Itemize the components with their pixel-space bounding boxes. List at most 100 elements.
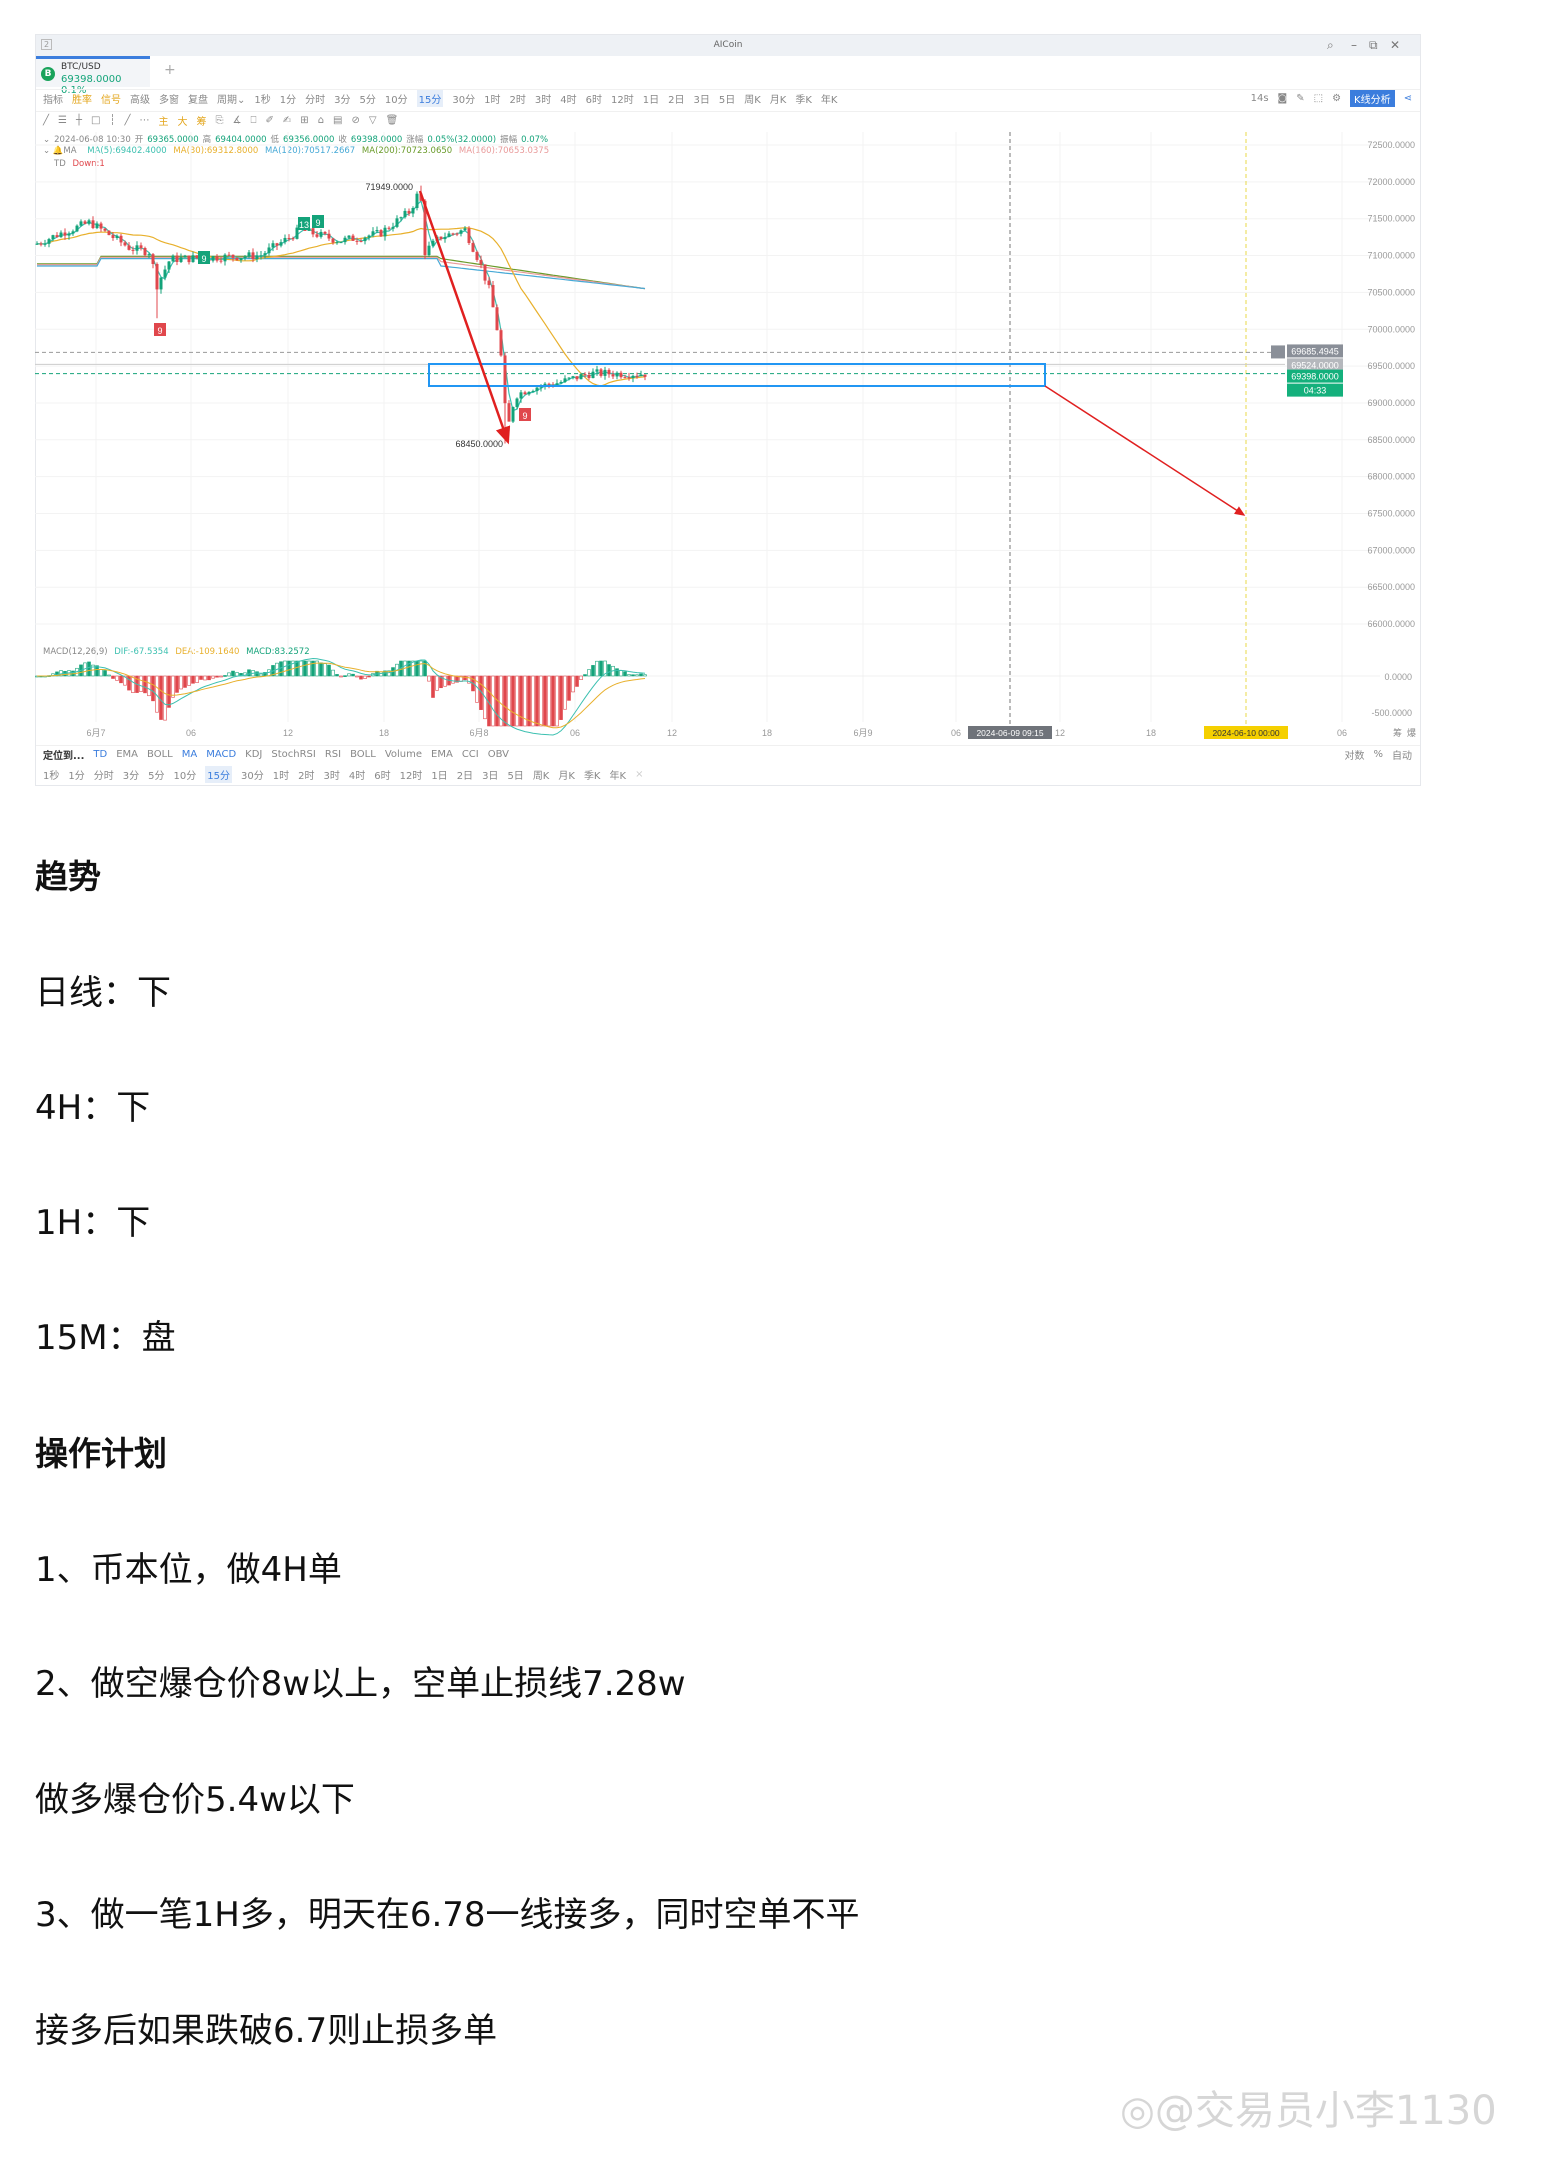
toolbar-item[interactable]: 复盘 [188, 95, 208, 106]
period-bar-item-1[interactable]: 1分 [68, 770, 85, 782]
sub-indicator-cci[interactable]: CCI [461, 749, 479, 760]
period-bar-item-10[interactable]: 3时 [323, 770, 340, 782]
period-bar-item-19[interactable]: 月K [558, 770, 575, 782]
share-icon[interactable]: ⋖ [1403, 93, 1412, 104]
period-16[interactable]: 3日 [693, 95, 710, 106]
tab-btc-usd[interactable]: B BTC/USD 69398.0000 0.1% [36, 56, 150, 96]
period-bar-item-20[interactable]: 季K [583, 770, 601, 782]
scale-option-2[interactable]: 自动 [1392, 751, 1412, 762]
period-bar-item-5[interactable]: 10分 [173, 770, 197, 782]
collapse-icon[interactable]: ⌄ [43, 135, 51, 145]
period-3[interactable]: 3分 [334, 95, 351, 106]
sub-indicator-obv[interactable]: OBV [487, 749, 509, 760]
filter-icon[interactable]: ▽ [368, 115, 377, 126]
kline-chart[interactable]: 72500.0000 72000.0000 71500.0000 71000.0000… [0, 0, 1543, 790]
close-period-bar-icon[interactable]: × [635, 768, 644, 780]
period-bar-item-8[interactable]: 1时 [272, 770, 290, 782]
scale-option-0[interactable]: 对数 [1344, 751, 1365, 762]
screen-icon[interactable]: ⬚ [1313, 93, 1324, 104]
link-icon[interactable]: ⊘ [351, 115, 360, 126]
period-2[interactable]: 分时 [305, 95, 326, 106]
ma-label[interactable]: ⌄ 🔔MA [43, 146, 77, 156]
search-icon[interactable]: ⌕ [1327, 38, 1334, 52]
restore-icon[interactable]: ⧉ [1369, 38, 1378, 52]
period-bar-item-17[interactable]: 5日 [507, 770, 524, 782]
pencil-icon[interactable]: ✎ [1296, 93, 1305, 104]
horizontal-tool-icon[interactable]: ┼ [76, 115, 83, 126]
sub-indicator-volume[interactable]: Volume [384, 749, 423, 760]
kline-analysis-button[interactable]: K线分析 [1350, 90, 1395, 107]
sub-indicator-ema[interactable]: EMA [431, 749, 453, 760]
period-21[interactable]: 年K [820, 95, 838, 106]
note-icon[interactable]: ▤ [333, 115, 343, 126]
period-bar-item-21[interactable]: 年K [609, 770, 627, 782]
sub-indicator-rsi[interactable]: RSI [324, 749, 342, 760]
camera-icon[interactable]: ◙ [1277, 93, 1288, 104]
right-control-0[interactable]: 筹 [1393, 727, 1402, 738]
main-indicator-td[interactable]: TD [93, 749, 108, 760]
overlay-0[interactable]: 主 [158, 117, 169, 128]
toolbar-item[interactable]: 多窗 [159, 95, 179, 106]
sub-indicator-stochrsi[interactable]: StochRSI [271, 749, 316, 760]
main-indicator-ma[interactable]: MA [181, 749, 198, 760]
rectangle-tool-icon[interactable]: □ [91, 115, 101, 126]
settings-icon[interactable]: ⚙ [1332, 93, 1342, 104]
period-bar-item-14[interactable]: 1日 [431, 770, 448, 782]
period-6[interactable]: 15分 [416, 90, 444, 107]
period-bar-item-9[interactable]: 2时 [298, 770, 315, 782]
close-icon[interactable]: ✕ [1390, 38, 1401, 52]
period-bar-item-16[interactable]: 3日 [482, 770, 499, 782]
period-bar-item-15[interactable]: 2日 [456, 770, 474, 782]
add-tab-icon[interactable]: + [164, 62, 176, 78]
period-13[interactable]: 12时 [610, 95, 634, 106]
period-7[interactable]: 30分 [452, 95, 476, 106]
period-1[interactable]: 1分 [279, 95, 297, 106]
period-19[interactable]: 月K [769, 95, 787, 106]
brush-icon[interactable]: ✐ [265, 115, 274, 126]
lock-icon[interactable]: ⌂ [317, 115, 325, 126]
period-11[interactable]: 4时 [560, 95, 577, 106]
more-tool-icon[interactable]: ⋯ [139, 115, 150, 126]
period-bar-item-2[interactable]: 分时 [93, 770, 114, 782]
toolbar-item[interactable]: 高级 [130, 95, 150, 106]
parallel-tool-icon[interactable]: ☰ [58, 115, 67, 126]
td-label[interactable]: TD [54, 159, 66, 169]
toolbar-item[interactable]: 信号 [101, 95, 121, 106]
scale-option-1[interactable]: % [1373, 749, 1383, 760]
period-4[interactable]: 5分 [359, 95, 376, 106]
ray-tool-icon[interactable]: ╱ [124, 115, 131, 126]
period-20[interactable]: 季K [795, 95, 812, 106]
bookmark-icon[interactable]: ⎕ [250, 115, 257, 126]
line-tool-icon[interactable]: ╱ [43, 115, 50, 126]
period-bar-item-18[interactable]: 周K [532, 770, 550, 782]
pen-icon[interactable]: ✍ [282, 115, 292, 126]
sub-indicator-macd[interactable]: MACD [206, 749, 237, 760]
period-18[interactable]: 周K [744, 95, 761, 106]
copy-icon[interactable]: ⎘ [215, 115, 224, 126]
period-bar-item-12[interactable]: 6时 [374, 770, 391, 782]
period-bar-item-3[interactable]: 3分 [122, 770, 140, 782]
period-8[interactable]: 1时 [484, 95, 501, 106]
period-12[interactable]: 6时 [585, 95, 602, 106]
period-17[interactable]: 5日 [718, 95, 736, 106]
period-bar-item-11[interactable]: 4时 [348, 770, 366, 782]
minimize-icon[interactable]: – [1351, 38, 1357, 52]
macd-label[interactable]: MACD(12,26,9) [43, 647, 108, 657]
main-indicator-boll[interactable]: BOLL [147, 749, 173, 760]
period-bar-item-7[interactable]: 30分 [240, 770, 264, 782]
period-0[interactable]: 1秒 [254, 95, 271, 106]
period-9[interactable]: 2时 [509, 95, 526, 106]
period-bar-item-0[interactable]: 1秒 [43, 770, 60, 782]
right-control-1[interactable]: 爆 [1407, 727, 1416, 738]
sub-indicator-kdj[interactable]: KDJ [245, 749, 263, 760]
trash-icon[interactable]: 🗑 [385, 115, 399, 126]
period-bar-item-13[interactable]: 12时 [399, 770, 423, 782]
overlay-2[interactable]: 筹 [196, 117, 207, 128]
magnet-icon[interactable]: ∡ [232, 115, 242, 126]
period-15[interactable]: 2日 [668, 95, 685, 106]
period-10[interactable]: 3时 [534, 95, 552, 106]
period-bar-item-4[interactable]: 5分 [148, 770, 165, 782]
toolbar-item[interactable]: 胜率 [72, 95, 92, 106]
main-indicator-ema[interactable]: EMA [116, 749, 139, 760]
period-bar-item-6[interactable]: 15分 [205, 765, 232, 783]
